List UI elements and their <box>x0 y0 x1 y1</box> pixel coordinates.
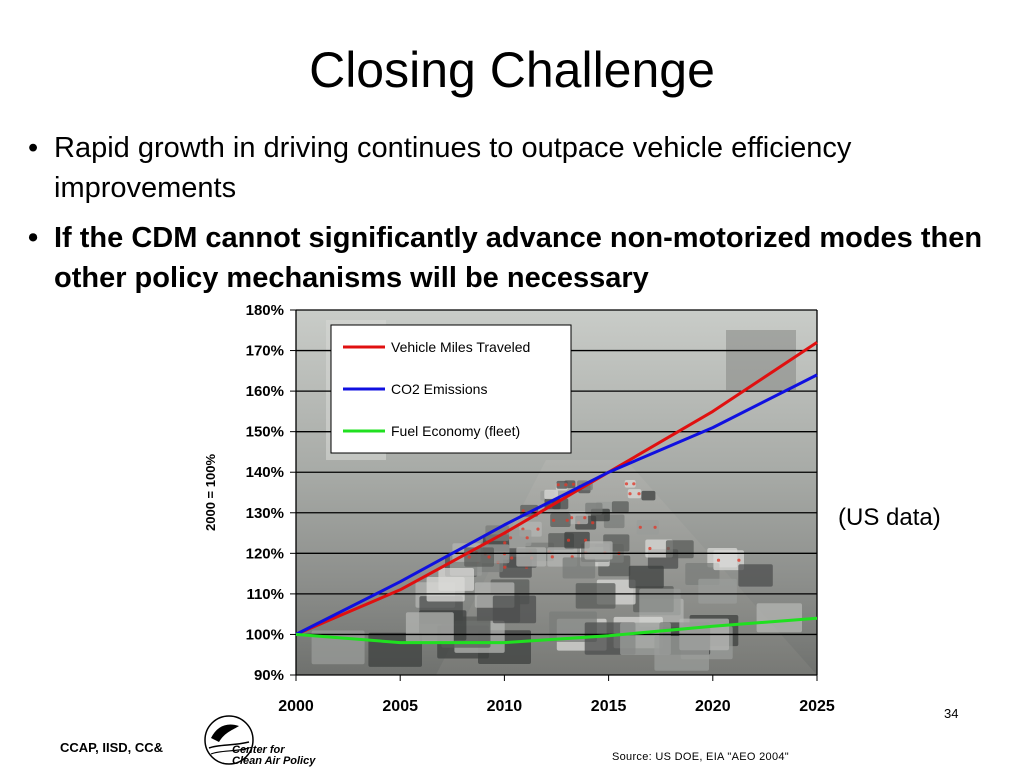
logo-text: Center for Clean Air Policy <box>232 745 315 767</box>
traffic-car-shape <box>438 568 474 591</box>
tail-light-shape <box>510 556 514 560</box>
tail-light-shape <box>648 546 652 551</box>
x-tick-label: 2000 <box>278 698 314 715</box>
bullet-list: • Rapid growth in driving continues to o… <box>28 128 1008 308</box>
traffic-car-shape <box>636 520 659 535</box>
tail-light-shape <box>521 509 525 513</box>
tail-light-shape <box>632 482 636 486</box>
legend-label: CO2 Emissions <box>391 381 487 397</box>
y-tick-label: 140% <box>246 464 284 481</box>
traffic-car-shape <box>562 557 596 579</box>
tail-light-shape <box>716 558 721 562</box>
y-tick-label: 120% <box>246 545 284 562</box>
logo-text-line2: Clean Air Policy <box>232 755 316 767</box>
tail-light-shape <box>536 527 540 531</box>
y-tick-label: 90% <box>254 667 284 684</box>
tail-light-shape <box>552 518 556 522</box>
x-tick-label: 2015 <box>591 698 627 715</box>
tail-light-shape <box>583 538 588 542</box>
traffic-car-shape <box>405 612 454 643</box>
tail-light-shape <box>503 565 507 569</box>
center-for-clean-air-policy-logo <box>204 715 254 765</box>
traffic-car-shape <box>713 550 744 571</box>
y-tick-label: 180% <box>246 302 284 319</box>
tail-light-shape <box>628 492 632 496</box>
traffic-car-shape <box>506 529 532 546</box>
bullet-text: If the CDM cannot significantly advance … <box>54 222 983 294</box>
x-tick-label: 2020 <box>695 698 731 715</box>
tail-light-shape <box>525 536 529 540</box>
tail-light-shape <box>570 516 574 520</box>
traffic-car-shape <box>611 501 629 513</box>
traffic-car-shape <box>738 564 773 587</box>
tail-light-shape <box>583 516 587 520</box>
tail-light-shape <box>638 525 642 529</box>
y-axis-label: 2000 = 100% <box>203 454 218 531</box>
bullet-item-bold: • If the CDM cannot significantly advanc… <box>28 218 1008 298</box>
tail-light-shape <box>556 483 560 487</box>
series-line-fuel-economy-fleet- <box>295 616 818 645</box>
traffic-car-shape <box>627 489 642 499</box>
bullet-item: • Rapid growth in driving continues to o… <box>28 128 1008 208</box>
series-line-vehicle-miles-traveled <box>295 341 818 636</box>
tail-light-shape <box>571 482 576 486</box>
tail-light-shape <box>503 541 507 545</box>
traffic-car-shape <box>584 541 613 560</box>
tail-light-shape <box>487 555 491 559</box>
tail-light-shape <box>467 555 471 559</box>
traffic-car-shape <box>516 547 547 567</box>
traffic-car-shape <box>639 588 681 616</box>
y-tick-label: 150% <box>246 424 284 441</box>
y-tick-label: 160% <box>246 383 284 400</box>
legend-label: Fuel Economy (fleet) <box>391 423 520 439</box>
traffic-car-shape <box>550 513 571 527</box>
logo-text-line1: Center for <box>232 744 285 756</box>
traffic-car-shape <box>624 480 636 488</box>
traffic-car-shape <box>564 531 590 549</box>
traffic-car-shape <box>568 511 589 525</box>
traffic-car-shape <box>485 525 510 541</box>
traffic-car-shape <box>556 480 568 489</box>
traffic-car-shape <box>544 489 558 500</box>
side-note: (US data) <box>838 504 941 531</box>
series-line-co2-emissions <box>295 373 818 636</box>
tail-light-shape <box>737 558 741 562</box>
bullet-dot-icon: • <box>28 222 39 254</box>
traffic-car-shape <box>628 565 664 589</box>
traffic-car-shape <box>641 490 656 501</box>
bullet-text: Rapid growth in driving continues to out… <box>54 132 852 204</box>
y-tick-label: 170% <box>246 343 284 360</box>
x-tick-label: 2025 <box>799 698 835 715</box>
page-number: 34 <box>944 706 959 721</box>
traffic-car-shape <box>575 583 616 609</box>
tail-light-shape <box>566 538 571 542</box>
traffic-car-shape <box>585 502 603 515</box>
bullet-dot-icon: • <box>28 132 39 164</box>
traffic-car-shape <box>698 578 737 604</box>
legend-label: Vehicle Miles Traveled <box>391 339 530 355</box>
traffic-car-shape <box>620 622 671 655</box>
tail-light-shape <box>509 536 513 540</box>
tail-light-shape <box>637 492 641 496</box>
x-tick-label: 2010 <box>487 698 523 715</box>
tail-light-shape <box>624 482 629 486</box>
x-tick-label: 2005 <box>382 698 418 715</box>
y-tick-label: 130% <box>246 505 284 522</box>
traffic-car-shape <box>756 603 802 633</box>
tail-light-shape <box>591 521 595 525</box>
footer-organizations: CCAP, IISD, CC& <box>60 740 164 755</box>
traffic-car-shape <box>492 595 537 624</box>
tail-light-shape <box>550 555 554 559</box>
traffic-car-shape <box>665 540 694 559</box>
slide-title: Closing Challenge <box>309 42 715 98</box>
tail-light-shape <box>653 525 657 529</box>
y-tick-label: 100% <box>246 626 284 643</box>
source-note: Source: US DOE, EIA "AEO 2004" <box>612 751 789 763</box>
y-tick-label: 110% <box>246 586 284 603</box>
tail-light-shape <box>565 518 569 522</box>
tail-light-shape <box>564 483 568 487</box>
